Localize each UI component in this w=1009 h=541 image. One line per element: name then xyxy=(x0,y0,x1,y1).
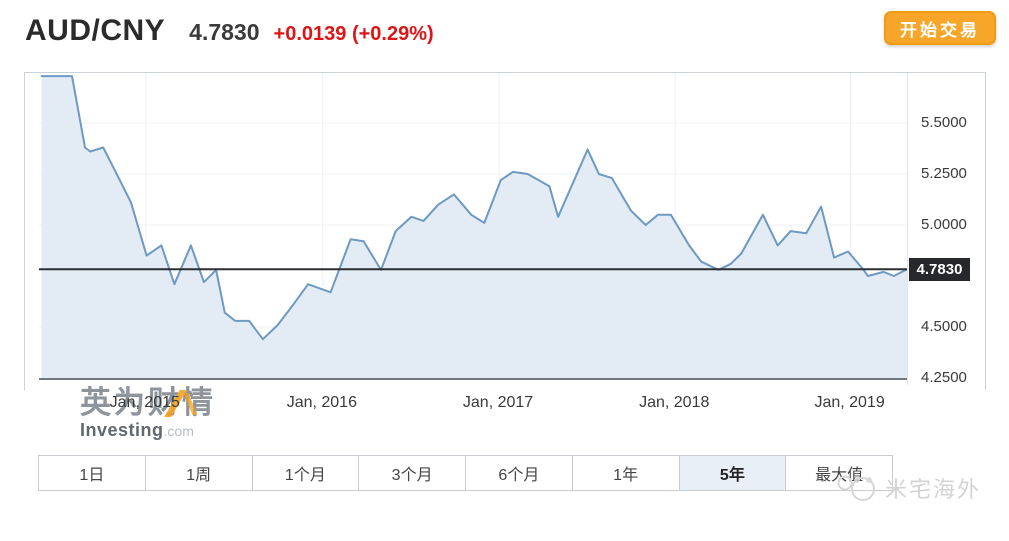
y-axis: 5.5000 5.2500 5.0000 4.5000 4.2500 xyxy=(907,73,987,386)
range-button-1年[interactable]: 1年 xyxy=(571,456,679,490)
investing-domain-text: .com xyxy=(163,422,194,439)
y-axis-label: 4.5000 xyxy=(921,317,967,335)
plot-bottom-axis-line xyxy=(39,378,907,380)
y-axis-label: 5.5000 xyxy=(921,113,967,131)
price-value: 4.7830 xyxy=(189,19,260,45)
range-button-6个月[interactable]: 6个月 xyxy=(465,456,572,490)
y-axis-label: 5.2500 xyxy=(921,164,967,182)
chart-box: 5.5000 5.2500 5.0000 4.5000 4.2500 4.7830 英为… xyxy=(24,72,987,440)
x-axis-label: Jan, 2019 xyxy=(814,394,885,411)
x-axis-label: Jan, 2016 xyxy=(286,394,357,411)
range-button-1周[interactable]: 1周 xyxy=(144,456,252,490)
x-axis-label: Jan, 2018 xyxy=(639,394,710,411)
time-range-toolbar: 1日 1周 1个月 3个月 6个月 1年 5年 最大值 xyxy=(38,455,893,491)
area-chart-svg xyxy=(39,73,907,378)
start-trading-button[interactable]: 开始交易 xyxy=(884,11,996,45)
x-axis-label: Jan, 2017 xyxy=(462,394,534,411)
header: AUD/CNY 4.7830 +0.0139 (+0.29%) xyxy=(25,14,434,48)
y-axis-label: 4.2500 xyxy=(921,369,967,386)
range-button-3个月[interactable]: 3个月 xyxy=(358,456,465,490)
investing-site-text: Investing xyxy=(80,419,164,440)
current-price-badge: 4.7830 xyxy=(909,257,970,281)
price-chart-plot[interactable] xyxy=(39,73,907,378)
range-button-1日[interactable]: 1日 xyxy=(39,456,145,490)
mizhai-watermark: 米宅海外 xyxy=(836,472,981,504)
investing-watermark: 英为财情 Investing.com xyxy=(80,386,216,441)
y-axis-label: 5.0000 xyxy=(921,215,967,233)
investing-watermark-cn: 英为财情 xyxy=(80,386,216,420)
mizhai-logo-icon xyxy=(837,475,875,501)
range-button-1个月[interactable]: 1个月 xyxy=(251,456,359,490)
mizhai-watermark-text: 米宅海外 xyxy=(885,477,982,502)
price-change: +0.0139 (+0.29%) xyxy=(273,23,434,45)
investing-watermark-site: Investing.com xyxy=(80,420,216,441)
x-axis-label: Jan, 2015 xyxy=(109,394,180,411)
x-axis: Jan, 2015 Jan, 2016 Jan, 2017 Jan, 2018 Jan,… xyxy=(38,394,906,416)
pair-title: AUD/CNY xyxy=(25,14,166,47)
range-button-5年[interactable]: 5年 xyxy=(678,456,786,490)
